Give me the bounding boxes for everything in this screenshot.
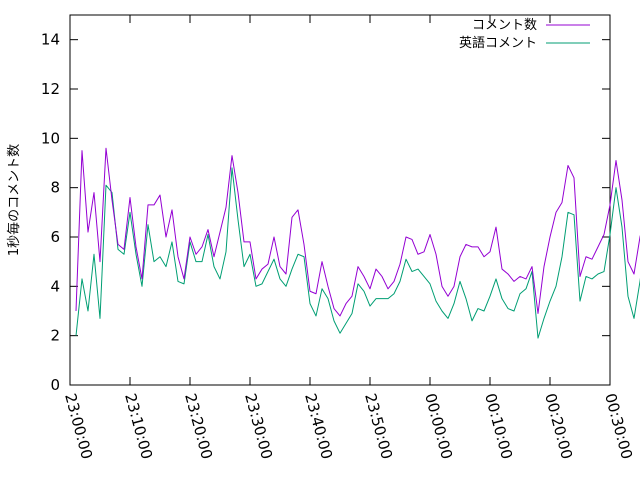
y-tick-label: 8 — [50, 179, 60, 197]
series-lines — [75, 147, 640, 339]
x-tick-label: 23:30:00 — [241, 391, 276, 461]
y-axis-title: 1秒毎のコメント数 — [6, 144, 22, 256]
y-tick-label: 0 — [50, 376, 60, 394]
x-tick-label: 00:30:00 — [601, 391, 636, 461]
y-tick-label: 4 — [50, 277, 60, 295]
x-tick-label: 23:40:00 — [301, 391, 336, 461]
y-axis: 0 2 4 6 8 10 12 14 — [41, 31, 610, 394]
legend-label-0: コメント数 — [472, 18, 537, 33]
y-tick-label: 10 — [41, 129, 60, 147]
legend-label-1: 英語コメント — [459, 35, 537, 51]
series-line-1 — [75, 167, 640, 339]
x-tick-label: 23:50:00 — [361, 391, 396, 461]
x-tick-label: 23:10:00 — [121, 391, 156, 461]
y-tick-label: 14 — [41, 31, 60, 49]
plot-frame — [69, 14, 611, 386]
x-tick-label: 00:00:00 — [421, 391, 456, 461]
x-tick-label: 00:10:00 — [481, 391, 516, 461]
x-tick-label: 23:20:00 — [181, 391, 216, 461]
y-tick-label: 6 — [50, 228, 60, 246]
y-tick-label: 2 — [50, 327, 60, 345]
y-tick-label: 12 — [41, 80, 60, 98]
series-line-0 — [75, 147, 640, 317]
x-tick-label: 00:20:00 — [541, 391, 576, 461]
x-tick-label: 23:00:00 — [61, 391, 96, 461]
